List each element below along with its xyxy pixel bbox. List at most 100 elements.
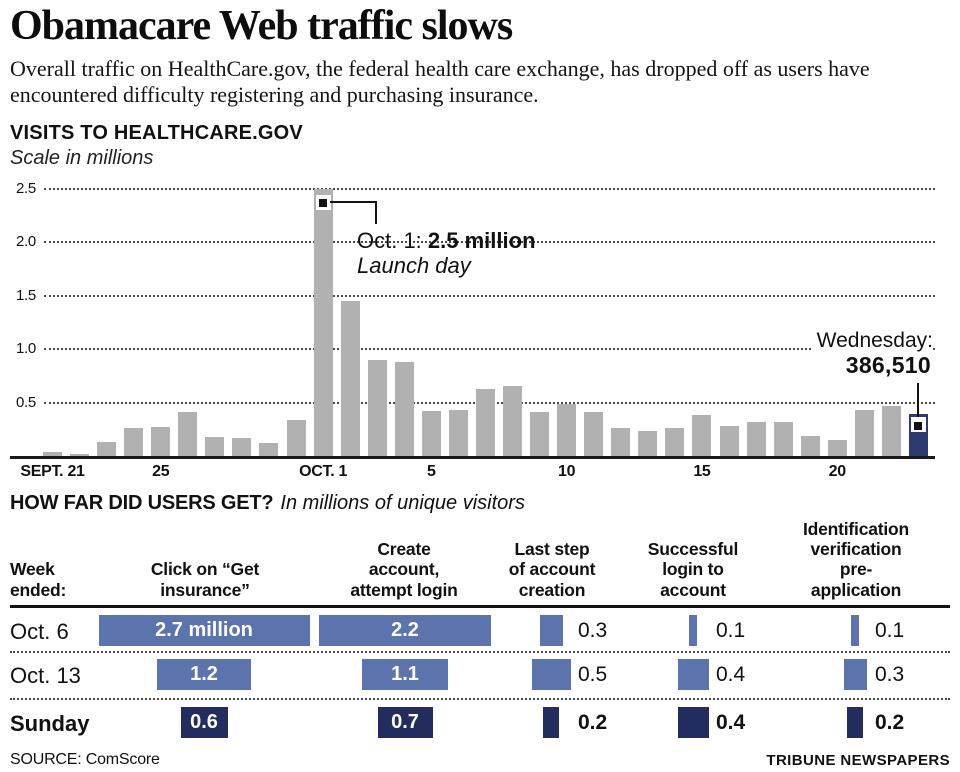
chart-bar [287,420,306,456]
table-bar-value: 0.1 [875,619,905,642]
chart-bar [503,386,522,456]
x-tick-label: 25 [152,463,170,480]
table-bar-value: 0.4 [716,711,746,734]
launch-annotation-prefix: Oct. 1: [357,228,428,253]
table-heading-note: In millions of unique visitors [280,492,525,514]
row-separator [10,651,950,653]
table-bar [847,707,863,738]
table-row-label: Sunday [10,711,90,736]
x-tick-label: SEPT. 21 [20,463,85,480]
chart-bar [747,422,766,456]
table-bar-value: 0.1 [716,619,746,642]
chart-bar [530,412,549,456]
table-bar: 1.1 [362,659,448,690]
table-bar [851,615,859,646]
launch-callout-vertical [375,201,377,224]
chart-bar [232,438,251,456]
chart-bar [43,452,62,456]
x-tick-label: 20 [828,463,847,480]
chart-bar [259,443,278,456]
subtitle: Overall traffic on HealthCare.gov, the f… [10,56,870,107]
chart-bar [638,431,657,456]
launch-annotation: Oct. 1: 2.5 million [357,228,536,254]
column-header: Week ended: [10,559,67,600]
row-separator [10,698,950,700]
latest-annotation-label: Wednesday: [812,329,933,353]
chart-bar [557,404,576,456]
chart-bar [97,442,116,456]
x-tick-label: 5 [427,463,436,480]
chart-bar [341,301,360,456]
y-tick-label: 2.0 [16,233,36,251]
header-rule [10,605,950,608]
y-tick-label: 1.5 [16,286,36,304]
latest-annotation-value: 386,510 [845,352,931,379]
gridline [44,188,935,190]
launch-marker [315,195,331,210]
table-bar [543,707,559,738]
table-bar [531,659,571,690]
y-tick-label: 2.5 [16,180,36,197]
latest-marker [910,417,926,433]
table-bar [539,615,563,646]
page-title: Obamacare Web traffic slows [10,3,513,49]
column-header: Create account, attempt login [350,539,458,600]
chart-bar [692,415,711,456]
chart-bar [151,427,170,456]
table-bar [689,615,697,646]
table-bar-value: 0.7 [391,711,419,733]
launch-annotation-value: 2.5 million [427,228,536,253]
y-tick-label: 1.0 [16,340,36,358]
table-bar-value: 0.6 [190,711,218,733]
chart-heading: VISITS TO HEALTHCARE.GOV [10,122,303,144]
table-bar-value: 0.2 [578,711,608,734]
column-header: Identification verification pre-applicat… [802,518,910,600]
table-heading: HOW FAR DID USERS GET? In millions of uni… [10,492,525,515]
chart-bar [801,436,820,456]
table-bar [843,659,867,690]
x-tick-label: OCT. 1 [299,463,348,480]
table-bar-value: 1.1 [391,663,419,685]
chart-bar [178,412,197,456]
launch-marker-dot [319,198,328,207]
table-bar: 2.7 million [98,615,310,646]
y-tick-label: 0.5 [16,393,36,411]
column-header: Successful login to account [647,539,739,600]
chart-bar [368,360,387,456]
x-axis-line [10,456,935,459]
table-bar: 0.7 [377,707,433,738]
chart-bar [314,189,333,456]
column-header: Last step of account creation [508,539,596,600]
table-row-label: Oct. 13 [10,663,81,688]
table-bar-value: 0.5 [578,663,608,686]
chart-bar [584,412,603,456]
table-bar-value: 0.3 [578,619,608,642]
publisher-credit: TRIBUNE NEWSPAPERS [766,752,950,769]
x-tick-label: 10 [558,463,576,480]
chart-bar [422,411,441,456]
table-bar: 1.2 [157,659,251,690]
gridline [44,241,935,244]
gridline [44,348,935,351]
table-bar-value: 0.4 [716,663,746,686]
chart-bar [124,428,143,456]
source-credit: SOURCE: ComScore [10,751,160,768]
chart-bar [882,406,901,456]
chart-bar [205,437,224,456]
chart-bar [611,428,630,456]
table-bar-value: 2.2 [391,619,419,641]
table-bar-value: 0.2 [875,711,905,734]
chart-scale-note: Scale in millions [10,147,154,169]
launch-callout-horizontal [330,201,377,203]
column-header: Click on “Get insurance” [150,559,260,600]
table-bar-value: 1.2 [190,663,218,685]
table-bar-value: 2.7 million [155,619,253,641]
latest-marker-dot [914,422,923,431]
chart-bar [855,410,874,456]
chart-bar [828,440,847,456]
latest-leader-line [917,383,920,423]
table-bar: 2.2 [319,615,491,646]
table-bar-value: 0.3 [875,663,905,686]
